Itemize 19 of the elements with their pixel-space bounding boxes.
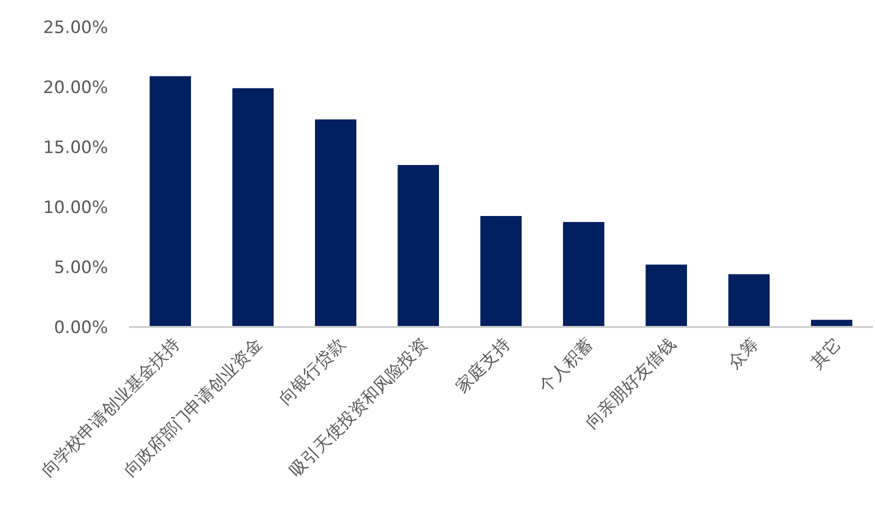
x-tick-label: 家庭支持 [452,334,515,397]
y-tick-label: 25.00% [43,18,108,38]
bar [315,119,356,327]
y-tick-label: 5.00% [54,258,108,278]
x-tick-label: 其它 [807,334,846,373]
y-tick-label: 20.00% [43,78,108,98]
bar [398,165,439,327]
y-tick-label: 15.00% [43,138,108,158]
bar [563,222,604,327]
bar [480,216,522,327]
x-tick-label: 个人积蓄 [535,334,598,397]
y-tick-label: 0.00% [54,318,108,338]
bar [232,88,274,327]
x-tick-label: 众筹 [724,334,763,373]
bar [150,76,191,327]
y-tick-label: 10.00% [43,198,108,218]
bar [728,274,770,327]
x-tick-label: 向银行贷款 [275,334,350,409]
bar [646,264,687,327]
